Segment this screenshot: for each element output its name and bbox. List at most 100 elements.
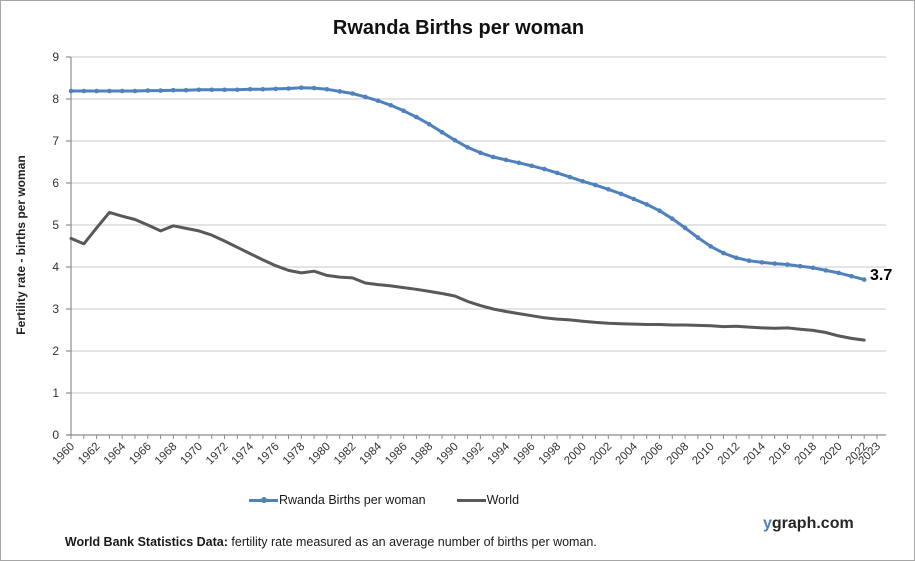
data-point-marker [490, 154, 496, 160]
x-tick-label: 1976 [255, 441, 282, 468]
x-tick-label: 1966 [127, 441, 154, 468]
ygraph-logo: ygraph.com [763, 515, 854, 533]
x-tick-label: 1982 [332, 441, 359, 468]
x-tick-label: 1974 [230, 440, 257, 467]
legend-item-world: World [456, 493, 520, 507]
data-point-marker [682, 225, 688, 231]
data-point-marker [670, 216, 675, 221]
x-tick-label: 2006 [639, 441, 666, 468]
x-tick-label: 2004 [613, 440, 640, 467]
data-point-marker [810, 265, 816, 271]
legend-label-world: World [486, 493, 520, 507]
data-point-marker [567, 174, 573, 180]
rwanda-marker-icon [261, 496, 267, 503]
data-point-marker [721, 250, 726, 256]
data-point-marker [337, 89, 343, 94]
x-tick-label: 2012 [716, 441, 743, 468]
data-point-marker [363, 94, 368, 100]
footer-line1-bold: World Bank Statistics Data: [64, 535, 228, 549]
data-point-marker [375, 98, 381, 103]
y-tick-label: 8 [52, 92, 59, 106]
legend-item-rwanda: Rwanda Births per woman [249, 493, 426, 507]
data-point-marker [414, 114, 419, 120]
data-point-marker [606, 187, 611, 192]
x-tick-label: 1988 [409, 441, 436, 468]
legend: Rwanda Births per woman World [249, 493, 519, 507]
data-point-marker [593, 182, 598, 188]
data-point-marker [107, 88, 112, 94]
series-line-rwanda [69, 86, 866, 282]
x-tick-label: 2014 [741, 440, 768, 467]
x-tick-label: 1970 [178, 441, 205, 468]
x-tick-label: 1964 [102, 440, 129, 467]
data-point-marker [465, 145, 470, 150]
data-point-marker [94, 88, 99, 94]
x-tick-label: 1994 [486, 440, 513, 467]
x-tick-label: 1972 [204, 441, 231, 468]
data-point-marker [260, 87, 266, 92]
y-tick-label: 0 [52, 428, 59, 442]
data-point-marker [478, 150, 483, 156]
data-point-marker [849, 273, 854, 279]
data-point-marker [861, 277, 867, 282]
y-tick-label: 4 [52, 260, 59, 274]
data-point-marker [785, 262, 790, 267]
x-tick-label: 2018 [793, 441, 820, 468]
data-point-marker [235, 87, 240, 93]
ygraph-logo-rest: graph.com [771, 515, 854, 532]
data-point-marker [695, 235, 701, 240]
data-point-marker [759, 260, 765, 265]
data-point-marker [708, 244, 713, 249]
data-point-marker [209, 87, 214, 93]
footer-note: World Bank Statistics Data: fertility ra… [51, 517, 597, 560]
x-tick-label: 1996 [511, 441, 538, 468]
x-tick-label: 2002 [588, 441, 615, 468]
y-tick-label: 7 [52, 134, 59, 148]
data-point-marker [644, 202, 649, 207]
data-point-marker [746, 258, 752, 264]
rwanda-line-swatch-icon [249, 496, 278, 503]
data-point-marker [145, 88, 151, 93]
data-point-marker [426, 121, 432, 127]
data-point-marker [554, 170, 560, 176]
data-point-marker [81, 88, 87, 94]
y-tick-label: 2 [52, 344, 59, 358]
x-tick-label: 1992 [460, 441, 487, 468]
data-point-marker [542, 166, 547, 172]
data-point-marker [823, 268, 829, 273]
data-point-marker [222, 87, 227, 93]
data-point-marker [516, 160, 522, 166]
data-point-marker [772, 261, 777, 266]
data-point-marker [132, 88, 138, 94]
y-tick-label: 5 [52, 218, 59, 232]
data-point-marker [388, 103, 394, 108]
x-tick-label: 2020 [818, 441, 845, 468]
data-point-marker [452, 137, 458, 143]
x-tick-label: 1978 [281, 441, 308, 468]
last-value-label: 3.7 [870, 267, 893, 284]
data-point-marker [324, 87, 330, 92]
x-tick-label: 1984 [358, 440, 385, 467]
y-tick-label: 1 [52, 386, 59, 400]
x-tick-label: 2000 [562, 441, 589, 468]
data-point-marker [286, 86, 291, 91]
x-tick-label: 1986 [383, 441, 410, 468]
x-tick-label: 1998 [537, 441, 564, 468]
data-point-marker [273, 86, 279, 92]
data-point-marker [618, 191, 624, 197]
y-tick-label: 9 [52, 50, 59, 64]
data-point-marker [350, 91, 355, 96]
data-point-marker [299, 85, 304, 90]
data-point-marker [171, 87, 176, 93]
data-point-marker [503, 157, 509, 163]
x-tick-label: 1990 [434, 441, 461, 468]
x-tick-label: 1980 [306, 441, 333, 468]
data-point-marker [631, 196, 637, 202]
data-point-marker [311, 85, 317, 91]
data-point-marker [734, 255, 739, 261]
data-point-marker [439, 129, 445, 135]
data-point-marker [401, 108, 406, 114]
ygraph-logo-prefix: y [763, 515, 772, 532]
data-point-marker [657, 208, 662, 213]
